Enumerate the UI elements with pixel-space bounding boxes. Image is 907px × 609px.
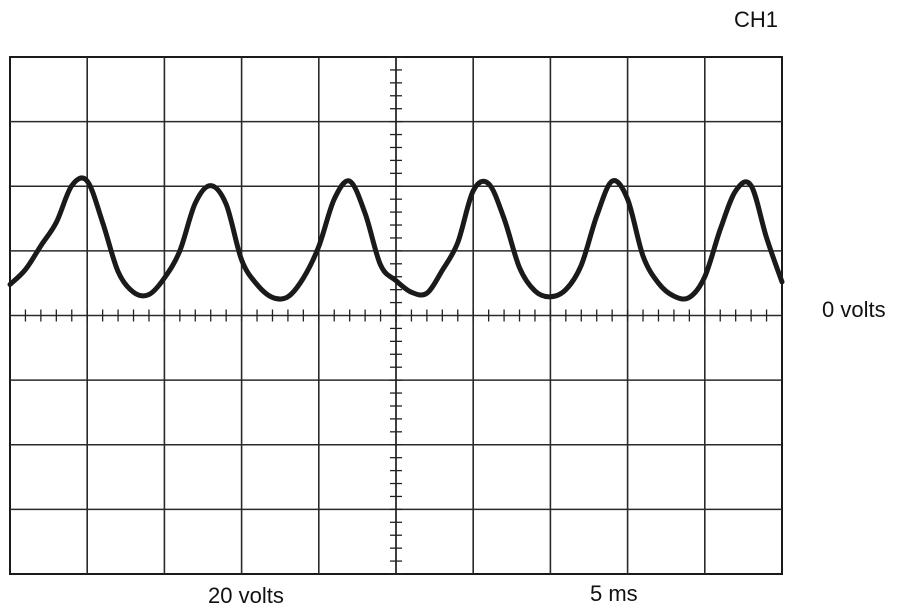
waveform-trace (7, 175, 785, 302)
volts-per-division-label: 20 volts (208, 583, 284, 608)
channel-label: CH1 (734, 7, 779, 32)
time-per-division-label: 5 ms (590, 581, 638, 606)
division-ticks (9, 56, 783, 575)
zero-volts-label: 0 volts (822, 297, 886, 322)
